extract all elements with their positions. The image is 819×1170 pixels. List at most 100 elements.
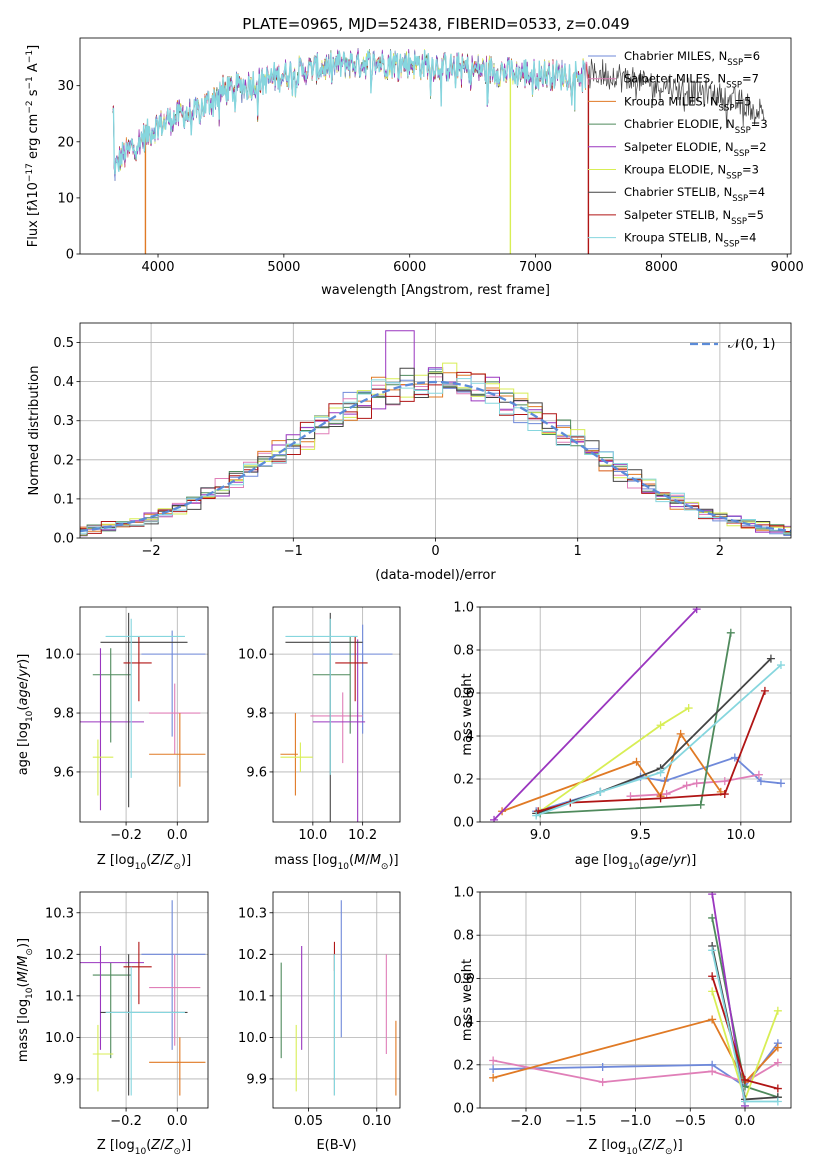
y-tick-label: 0.8 (453, 644, 474, 659)
x-tick-label: 10.0 (298, 828, 327, 843)
weight-marker (692, 607, 701, 614)
x-tick-label: −1 (284, 544, 303, 559)
y-tick-label: 0.6 (453, 687, 474, 702)
legend-label: Kroupa ELODIE, NSSP=3 (624, 163, 759, 182)
weight-line (535, 664, 782, 817)
x-tick-label: 9.5 (630, 828, 651, 843)
x-tick-label: −0.5 (674, 1114, 706, 1129)
x-tick-label: −2.0 (510, 1114, 542, 1129)
x-tick-label: 10.2 (348, 828, 377, 843)
weight-line (493, 608, 698, 821)
y-tick-label: 9.8 (246, 707, 267, 722)
mass_vs_Z-y-label: mass [log10(M/M⊙)] (16, 938, 35, 1062)
axes-residuals: −2 −1 0 1 2 0.0 0.1 0.2 0.3 0.4 0.5 𝒩(0, 1) (53, 322, 792, 559)
weight-marker (754, 770, 763, 779)
residuals-x-label: (data-model)/error (375, 568, 496, 583)
weight-marker (692, 779, 701, 788)
plot-area (80, 330, 791, 537)
y-tick-label: 0.6 (453, 972, 474, 987)
spectrum-y-label: Flux [fλ10−17 erg cm−2 s−1 A−1] (25, 45, 41, 247)
plot-area (489, 892, 782, 1108)
weight-marker (773, 1084, 782, 1093)
histogram-step (80, 371, 791, 534)
y-tick-label: 20 (57, 135, 74, 150)
axes-frame (79, 37, 792, 255)
y-tick-label: 10.0 (238, 648, 267, 663)
weight-marker (489, 1056, 498, 1065)
weight-marker (708, 946, 717, 955)
y-tick-label: 0 (66, 248, 74, 263)
weight-marker (708, 892, 717, 899)
x-tick-label: −2 (142, 544, 161, 559)
x-tick-label: 10.0 (726, 828, 755, 843)
weight-marker (708, 1015, 717, 1024)
axes-age_vs_mass: 10.0 10.2 9.6 9.8 10.0 (238, 606, 401, 843)
histogram-step (80, 367, 791, 536)
x-tick-label: 0.0 (167, 828, 188, 843)
grid (273, 607, 400, 822)
weight-marker (708, 987, 717, 996)
y-tick-label: 10.1 (238, 989, 267, 1004)
massweight_vs_Z-x-label: Z [log10(Z/Z⊙)] (588, 1138, 682, 1157)
massweight_vs_age-x-label: age [log10(age/yr)] (575, 853, 697, 872)
y-tick-label: 9.6 (53, 765, 74, 780)
plot-area (280, 900, 397, 1096)
grid (80, 892, 208, 1108)
weight-marker (598, 1078, 607, 1087)
axes-frame (272, 606, 401, 823)
weight-marker (741, 1075, 750, 1084)
axes-massweight_vs_age: 9.0 9.5 10.0 0.0 0.2 0.4 0.6 0.8 1.0 (453, 601, 792, 843)
weight-marker (632, 757, 641, 766)
y-tick-label: 9.9 (53, 1072, 74, 1087)
grid (80, 607, 208, 822)
x-tick-label: −0.2 (110, 1114, 142, 1129)
spectrum-line (112, 50, 587, 175)
y-tick-label: 0.4 (53, 375, 74, 390)
x-tick-label: 9000 (771, 260, 804, 275)
weight-marker (708, 913, 717, 922)
x-tick-label: 6000 (393, 260, 426, 275)
grid (480, 606, 791, 823)
axes-frame (79, 322, 792, 539)
x-tick-label: 0.0 (167, 1114, 188, 1129)
legend-label: Chabrier ELODIE, NSSP=3 (624, 117, 768, 136)
y-tick-label: 10 (57, 191, 74, 206)
weight-marker (726, 628, 735, 637)
axes-mass_vs_EBV: 0.05 0.10 9.9 10.0 10.1 10.2 10.3 (238, 891, 401, 1129)
axes-frame (479, 606, 792, 823)
y-tick-label: 0.4 (453, 730, 474, 745)
x-tick-label: −0.2 (110, 828, 142, 843)
grid (480, 891, 791, 1109)
axes-frame (479, 891, 792, 1109)
y-tick-label: 9.6 (246, 765, 267, 780)
plot-area (80, 900, 206, 1096)
histogram-step (80, 376, 791, 533)
y-tick-label: 0.2 (453, 1058, 474, 1073)
residuals-y-label: Normed distribution (27, 366, 42, 496)
weight-marker (490, 815, 499, 822)
x-tick-label: −1.5 (565, 1114, 597, 1129)
grid (273, 892, 400, 1108)
weight-marker (708, 972, 717, 981)
weight-marker (626, 792, 635, 801)
mass_vs_Z-x-label: Z [log10(Z/Z⊙)] (97, 1138, 191, 1157)
axes-frame (272, 891, 401, 1109)
axes-spectrum: 4000 5000 6000 7000 8000 9000 0 10 20 30 Chabrier … (57, 37, 804, 275)
y-tick-label: 0.2 (453, 773, 474, 788)
age_vs_mass-x-label: mass [log10(M/M⊙)] (274, 853, 398, 872)
x-tick-label: 5000 (267, 260, 300, 275)
y-tick-label: 10.0 (45, 1031, 74, 1046)
axes-frame (79, 891, 209, 1109)
y-tick-label: 10.0 (238, 1031, 267, 1046)
weight-marker (489, 1073, 498, 1082)
weight-marker (598, 1062, 607, 1071)
y-tick-label: 10.1 (45, 989, 74, 1004)
y-tick-label: 0.4 (453, 1015, 474, 1030)
weight-marker (776, 779, 785, 788)
y-tick-label: 0.0 (53, 532, 74, 547)
x-tick-label: 8000 (645, 260, 678, 275)
y-tick-label: 10.3 (45, 906, 74, 921)
y-tick-label: 0.0 (453, 1102, 474, 1117)
